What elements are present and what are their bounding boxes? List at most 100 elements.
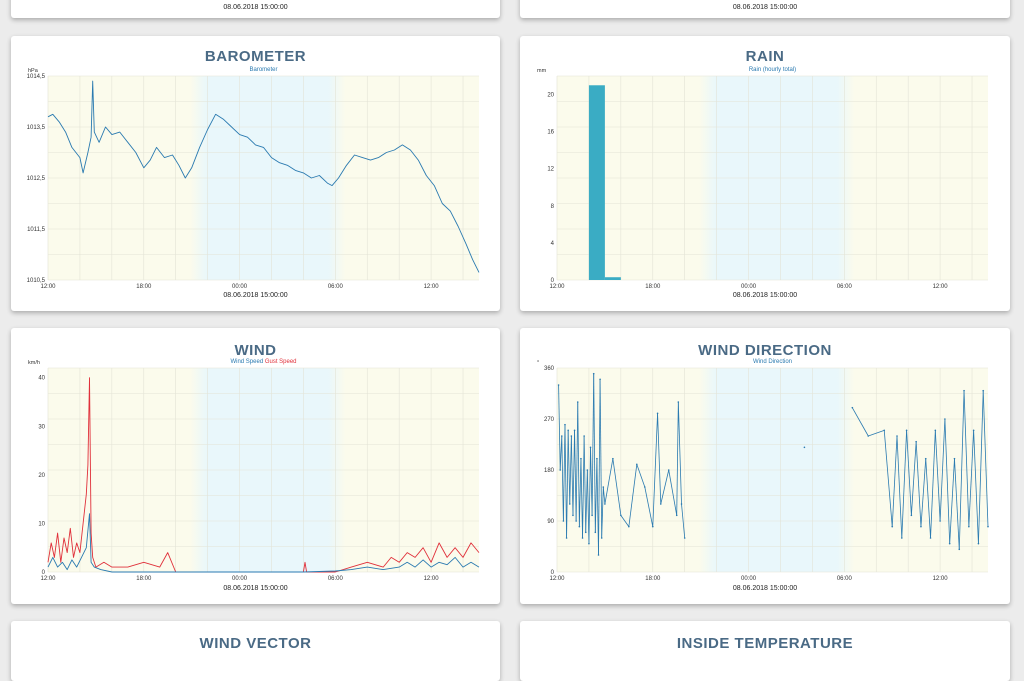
direction-point (599, 378, 601, 381)
y-tick-label: 40 (38, 376, 45, 382)
direction-segment (915, 441, 922, 527)
chart-subtitle: Barometer (249, 67, 277, 73)
timestamp: 08.06.2018 15:00:00 (732, 292, 798, 299)
timestamp: 08.06.2018 15:00:00 (223, 585, 288, 592)
y-tick-label: 30 (38, 424, 45, 430)
direction-point (628, 525, 630, 528)
direction-point (588, 542, 590, 545)
direction-segment (602, 486, 606, 505)
direction-point (575, 520, 577, 522)
direction-point (584, 531, 587, 534)
direction-point (572, 514, 574, 517)
x-tick-label: 12:00 (40, 284, 56, 290)
x-tick-label: 12:00 (549, 576, 565, 582)
direction-segment (968, 430, 975, 527)
direction-segment (868, 429, 885, 437)
direction-point (597, 554, 600, 556)
direction-segment (566, 430, 569, 539)
direction-segment (575, 401, 579, 522)
insidetemp-card: INSIDE TEMPERATURE (520, 621, 1010, 681)
timestamp: 08.06.2018 15:00:00 (223, 292, 288, 299)
rain-bar (604, 277, 621, 280)
direction-point (656, 412, 659, 415)
x-tick-label: 12:00 (424, 284, 440, 290)
y-axis-unit: hPa (28, 68, 39, 74)
direction-segment (588, 447, 591, 544)
x-tick-label: 00:00 (741, 284, 757, 290)
x-tick-label: 06:00 (328, 576, 344, 582)
direction-segment (604, 458, 614, 505)
direction-segment (596, 458, 599, 556)
direction-point (901, 537, 903, 539)
direction-point (929, 537, 932, 539)
direction-point (592, 372, 595, 375)
barometer-card: BAROMETER Barometer hPa 1014,5 1013,5 1012,5… (11, 36, 500, 311)
direction-point (567, 429, 569, 432)
direction-segment (930, 430, 936, 539)
legend-entry: Wind Speed (230, 359, 263, 365)
direction-segment (954, 458, 960, 550)
direction-segment (578, 458, 582, 527)
x-tick-label: 18:00 (136, 576, 152, 582)
x-tick-label: 18:00 (136, 284, 152, 290)
direction-point (602, 486, 605, 488)
direction-segment (851, 407, 869, 437)
direction-segment (896, 435, 903, 539)
direction-segment (564, 424, 567, 539)
card-title: WIND (234, 342, 277, 359)
direction-point (891, 525, 894, 528)
direction-segment (612, 458, 622, 516)
timestamp: 08.06.2018 15:00:00 (732, 4, 798, 11)
direction-segment (580, 458, 583, 539)
direction-point (867, 435, 870, 437)
direction-point (944, 418, 946, 420)
direction-point (559, 469, 561, 471)
direction-point (683, 537, 686, 539)
windvector-card: WIND VECTOR (11, 621, 500, 681)
y-tick-label: 360 (544, 366, 555, 372)
direction-segment (944, 418, 951, 544)
y-axis-unit: mm (537, 68, 547, 74)
direction-segment (901, 430, 907, 539)
direction-point (977, 542, 980, 545)
direction-segment (676, 401, 679, 516)
y-tick-label: 20 (38, 473, 45, 479)
x-tick-label: 00:00 (232, 284, 248, 290)
x-tick-label: 12:00 (549, 284, 565, 290)
direction-point (612, 457, 614, 460)
direction-point (557, 384, 560, 386)
x-tick-label: 12:00 (933, 284, 949, 290)
direction-segment (978, 390, 984, 544)
rain-bar (588, 85, 605, 280)
direction-segment (906, 430, 912, 516)
y-tick-label: 1013,5 (27, 125, 46, 131)
direction-point (583, 435, 585, 437)
y-tick-label: 1010,5 (27, 278, 46, 284)
direction-point (596, 457, 598, 460)
direction-point (982, 389, 985, 392)
direction-point (576, 401, 579, 403)
top-card-left: 08.06.2018 15:00:00 (11, 0, 500, 18)
gust-speed-line (47, 377, 480, 573)
direction-segment (562, 424, 566, 522)
direction-segment (574, 430, 577, 522)
direction-segment (593, 373, 596, 533)
x-tick-label: 00:00 (232, 576, 248, 582)
direction-segment (644, 486, 654, 527)
y-tick-label: 1012,5 (27, 176, 46, 182)
direction-segment (570, 435, 574, 516)
direction-segment (583, 435, 587, 533)
direction-segment (910, 441, 917, 516)
direction-point (600, 537, 603, 539)
direction-segment (949, 458, 955, 544)
direction-point (580, 457, 582, 460)
direction-point (920, 525, 922, 528)
direction-segment (660, 469, 670, 505)
direction-segment (973, 430, 979, 544)
direction-segment (558, 384, 561, 471)
direction-point (636, 463, 638, 466)
